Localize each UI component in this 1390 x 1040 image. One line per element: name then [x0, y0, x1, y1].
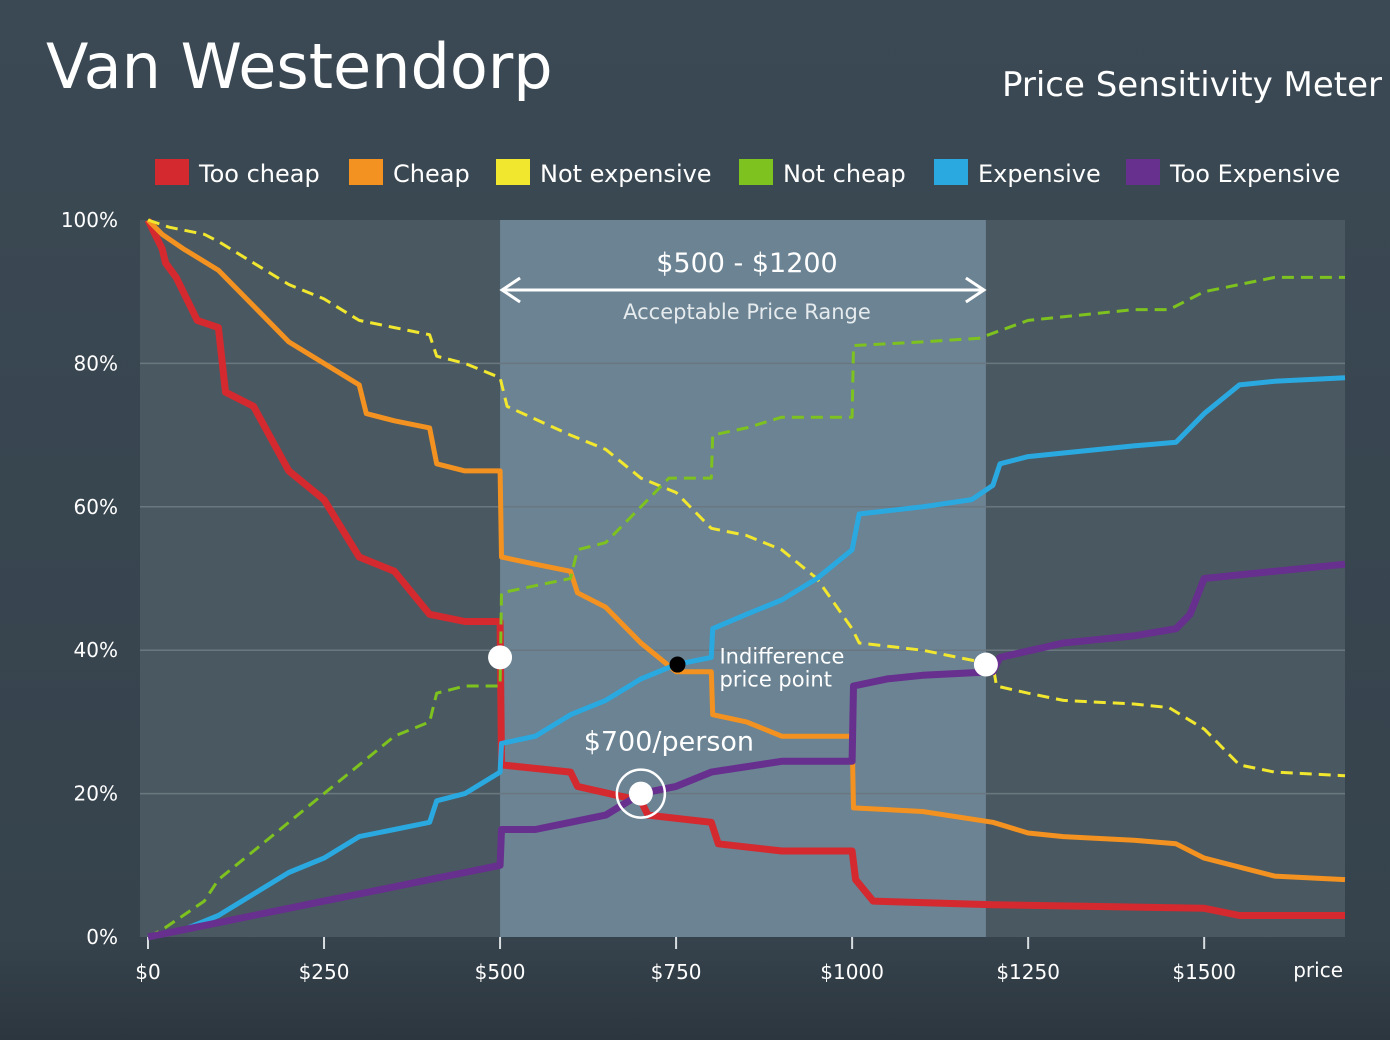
indifference-label-line2: price point — [719, 668, 832, 692]
x-tick-label: $500 — [475, 960, 526, 984]
series-line-cheap — [146, 218, 1346, 883]
series-line-not-cheap — [147, 275, 1345, 939]
optimal-price-ring — [615, 768, 667, 819]
intersection-point — [488, 645, 513, 670]
range-arrow-left-head — [499, 276, 521, 304]
indifference-label: Indifference — [719, 645, 844, 669]
legend-swatch — [1126, 159, 1160, 185]
legend: Too cheap Cheap Not expensive Not cheap Expe… — [155, 159, 1340, 188]
legend-label: Not expensive — [540, 160, 712, 188]
legend-swatch — [496, 159, 530, 185]
legend-label: Expensive — [978, 160, 1101, 188]
intersection-point — [973, 652, 998, 677]
x-tick-label: $750 — [651, 960, 702, 984]
legend-label: Too cheap — [198, 160, 320, 188]
range-arrow-right-head — [965, 276, 987, 304]
y-tick-label: 20% — [74, 782, 118, 806]
y-tick-label: 60% — [74, 495, 118, 519]
x-tick-label: $1500 — [1172, 960, 1236, 984]
range-label: $500 - $1200 — [656, 248, 838, 279]
x-tick-label: $0 — [135, 960, 160, 984]
indifference-point-marker — [669, 656, 686, 673]
x-tick-label: $250 — [299, 960, 350, 984]
legend-swatch — [739, 159, 773, 185]
series-line-not-expensive — [147, 218, 1346, 778]
y-tick-label: 100% — [61, 208, 118, 232]
x-tick-label: $1250 — [996, 960, 1060, 984]
legend-label: Too Expensive — [1169, 160, 1340, 188]
x-tick-label: $1000 — [820, 960, 884, 984]
y-tick-label: 40% — [74, 638, 118, 662]
series-line-too-cheap — [144, 218, 1345, 919]
y-tick-label: 0% — [86, 925, 118, 949]
legend-swatch — [155, 159, 189, 185]
legend-swatch — [349, 159, 383, 185]
plot-area: 0% 20% 40% 60% 80% 100% $0 $250 $500 $750 $1000 $12… — [61, 208, 1346, 984]
range-sublabel: Acceptable Price Range — [623, 300, 871, 324]
x-axis-label: price — [1293, 958, 1343, 982]
optimal-price-label: $700/person — [584, 727, 754, 758]
optimal-price-point — [628, 781, 653, 806]
legend-swatch — [934, 159, 968, 185]
chart-subtitle: Price Sensitivity Meter — [1002, 65, 1382, 105]
series-line-expensive — [147, 375, 1346, 940]
series-line-too-expensive — [147, 560, 1346, 941]
legend-label: Not cheap — [783, 160, 906, 188]
legend-label: Cheap — [393, 160, 470, 188]
chart-title: Van Westendorp — [46, 30, 553, 103]
y-tick-label: 80% — [74, 351, 118, 375]
